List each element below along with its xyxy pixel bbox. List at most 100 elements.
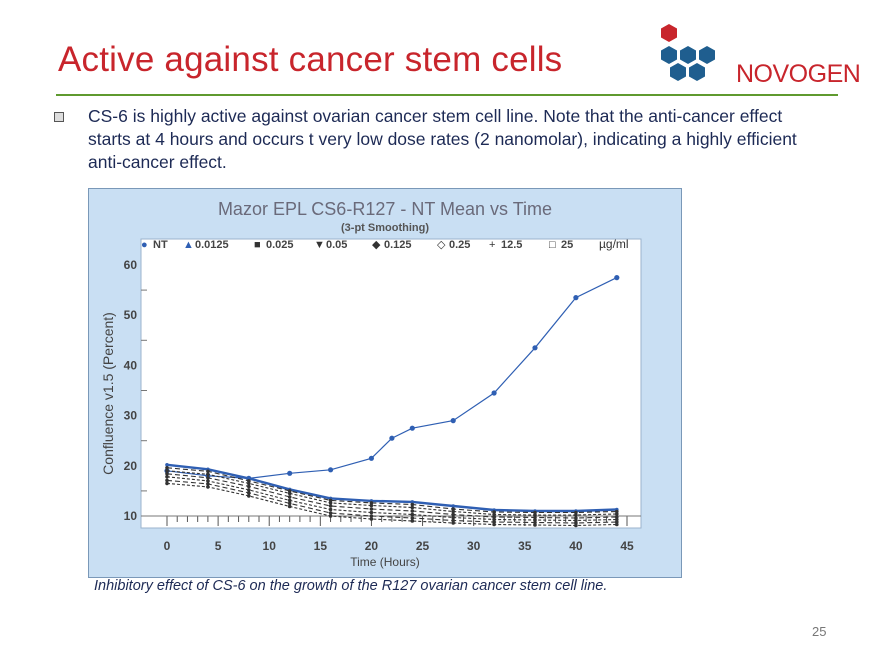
- data-point: [451, 515, 456, 520]
- data-point: [492, 510, 496, 514]
- data-point: [410, 502, 415, 507]
- x-tick-label: 5: [215, 539, 222, 553]
- data-point: [614, 275, 620, 281]
- data-point: [328, 511, 333, 515]
- data-point: [615, 520, 619, 524]
- data-point: [451, 512, 456, 517]
- data-point: [615, 517, 619, 522]
- slide-title: Active against cancer stem cells: [58, 40, 563, 79]
- data-point: [533, 510, 537, 515]
- data-point: [287, 498, 292, 503]
- data-point: [533, 518, 537, 522]
- data-point: [410, 519, 415, 523]
- data-point: [247, 494, 251, 498]
- chart-caption: Inhibitory effect of CS-6 on the growth …: [94, 578, 608, 594]
- legend-label: 0.125: [384, 239, 412, 251]
- data-point: [574, 523, 578, 528]
- chart-title: Mazor EPL CS6-R127 - NT Mean vs Time: [218, 199, 552, 219]
- logo-hexagon-blue-3: [699, 46, 715, 64]
- data-point: [287, 491, 292, 496]
- legend-unit: µg/ml: [599, 237, 629, 251]
- data-point: [247, 479, 251, 483]
- series-line-0.125: [166, 473, 617, 519]
- data-point: [328, 501, 333, 505]
- data-point: [206, 485, 210, 489]
- data-point: [410, 512, 415, 517]
- logo-hexagon-red: [661, 24, 677, 42]
- page-number: 25: [812, 624, 827, 639]
- novogen-logo-mark: [661, 24, 715, 81]
- data-point: [491, 390, 497, 396]
- data-point: [451, 504, 456, 508]
- data-point: [492, 517, 496, 522]
- legend-label: 12.5: [501, 239, 522, 251]
- x-tick-label: 45: [620, 539, 634, 553]
- x-tick-label: 20: [365, 539, 379, 553]
- data-point: [369, 503, 374, 508]
- data-point: [287, 489, 292, 493]
- series-line-25: [166, 482, 617, 527]
- data-point: [287, 470, 293, 476]
- data-point: [574, 518, 578, 523]
- data-point: [328, 507, 333, 512]
- data-point: [206, 472, 210, 477]
- data-point: [574, 513, 578, 517]
- x-tick-label: 15: [314, 539, 328, 553]
- data-point: [451, 521, 456, 525]
- legend-marker: ●: [141, 239, 148, 251]
- data-point: [328, 514, 333, 518]
- series-line-0.025: [166, 467, 617, 514]
- data-point: [410, 509, 415, 513]
- x-tick-label: 10: [263, 539, 277, 553]
- logo-hexagon-blue-4: [670, 63, 686, 81]
- data-point: [247, 476, 251, 481]
- data-point: [369, 510, 374, 515]
- data-point: [165, 466, 169, 470]
- data-point: [206, 476, 210, 480]
- plot-area: [140, 238, 642, 529]
- data-point: [451, 509, 456, 514]
- data-point: [165, 481, 169, 486]
- data-point: [206, 482, 210, 486]
- data-point: [492, 512, 496, 517]
- data-point: [165, 469, 169, 473]
- data-point: [492, 520, 496, 524]
- data-point: [165, 472, 169, 476]
- data-point: [492, 522, 496, 527]
- x-tick-label: 35: [518, 539, 532, 553]
- data-point: [615, 509, 619, 514]
- data-point: [533, 523, 537, 527]
- legend-marker: ■: [254, 239, 261, 251]
- data-point: [247, 484, 251, 489]
- legend-marker: +: [489, 239, 495, 251]
- data-point: [369, 517, 374, 521]
- logo-text: NOVOGEN: [736, 60, 861, 88]
- data-point: [165, 463, 169, 467]
- x-tick-label: 25: [416, 539, 430, 553]
- data-point: [492, 515, 496, 519]
- x-tick-label: 40: [569, 539, 583, 553]
- legend-label: 0.0125: [195, 239, 229, 251]
- data-point: [247, 491, 251, 495]
- confluence-chart: Mazor EPL CS6-R127 - NT Mean vs Time (3-p…: [100, 199, 642, 569]
- data-point: [574, 516, 578, 520]
- data-point: [247, 481, 251, 486]
- data-point: [165, 478, 169, 483]
- data-point: [369, 501, 374, 505]
- logo-hexagon-blue-2: [680, 46, 696, 64]
- data-point: [615, 515, 619, 519]
- y-tick-label: 10: [124, 509, 138, 523]
- data-point: [410, 505, 415, 510]
- chart-frame: Mazor EPL CS6-R127 - NT Mean vs Time (3-p…: [88, 188, 682, 578]
- data-point: [328, 498, 333, 503]
- legend-marker: ◆: [372, 239, 381, 251]
- bullet-marker: [54, 112, 64, 122]
- legend-label: 0.05: [326, 239, 347, 251]
- legend-marker: ◇: [437, 239, 446, 251]
- data-point: [533, 520, 537, 525]
- chart-subtitle: (3-pt Smoothing): [341, 222, 429, 234]
- data-point: [533, 515, 537, 520]
- data-point: [328, 504, 333, 508]
- data-point: [328, 467, 334, 473]
- data-point: [410, 500, 415, 504]
